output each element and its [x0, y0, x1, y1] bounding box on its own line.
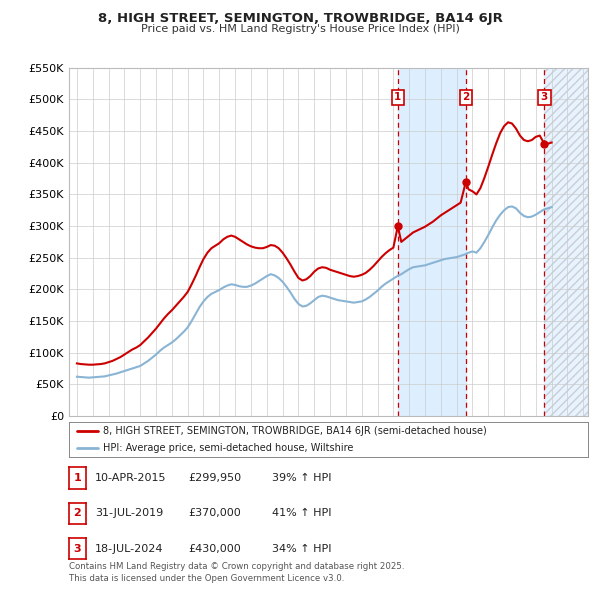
Text: Price paid vs. HM Land Registry's House Price Index (HPI): Price paid vs. HM Land Registry's House …	[140, 24, 460, 34]
Text: £430,000: £430,000	[188, 544, 241, 553]
Text: HPI: Average price, semi-detached house, Wiltshire: HPI: Average price, semi-detached house,…	[103, 444, 353, 453]
Text: £370,000: £370,000	[188, 509, 241, 518]
Bar	[544, 68, 588, 416]
Text: 3: 3	[74, 544, 81, 553]
Text: 39% ↑ HPI: 39% ↑ HPI	[272, 473, 331, 483]
Text: 10-APR-2015: 10-APR-2015	[95, 473, 166, 483]
Text: Contains HM Land Registry data © Crown copyright and database right 2025.
This d: Contains HM Land Registry data © Crown c…	[69, 562, 404, 583]
Text: 8, HIGH STREET, SEMINGTON, TROWBRIDGE, BA14 6JR: 8, HIGH STREET, SEMINGTON, TROWBRIDGE, B…	[98, 12, 502, 25]
Text: 2: 2	[462, 93, 469, 103]
Text: 41% ↑ HPI: 41% ↑ HPI	[272, 509, 331, 518]
Text: 2: 2	[74, 509, 81, 518]
Text: 34% ↑ HPI: 34% ↑ HPI	[272, 544, 331, 553]
Text: 1: 1	[74, 473, 81, 483]
Text: 1: 1	[394, 93, 401, 103]
Text: 3: 3	[541, 93, 548, 103]
Text: 31-JUL-2019: 31-JUL-2019	[95, 509, 163, 518]
Text: 18-JUL-2024: 18-JUL-2024	[95, 544, 163, 553]
Text: 8, HIGH STREET, SEMINGTON, TROWBRIDGE, BA14 6JR (semi-detached house): 8, HIGH STREET, SEMINGTON, TROWBRIDGE, B…	[103, 427, 487, 437]
Bar	[398, 68, 466, 416]
Bar	[544, 68, 588, 416]
Text: £299,950: £299,950	[188, 473, 241, 483]
